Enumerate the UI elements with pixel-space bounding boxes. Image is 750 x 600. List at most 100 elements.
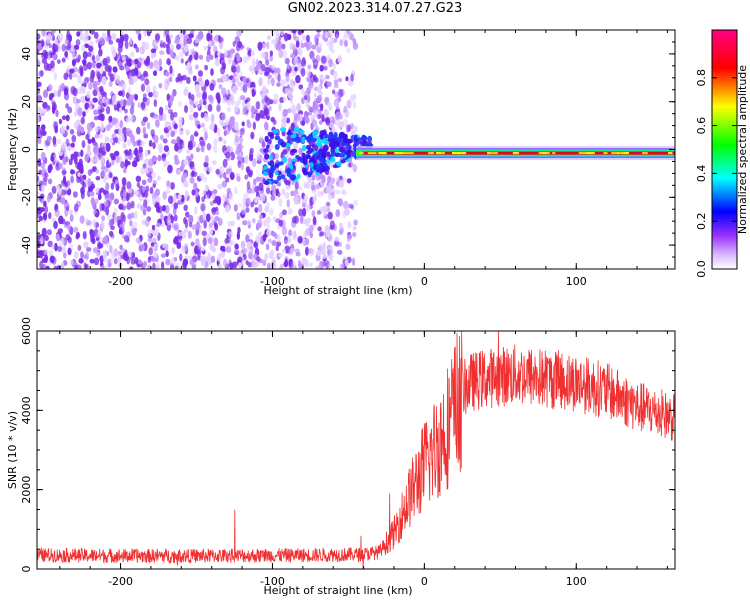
noise-speckle xyxy=(197,33,202,42)
noise-speckle xyxy=(51,105,56,115)
noise-speckle xyxy=(305,204,311,212)
noise-speckle xyxy=(171,247,175,254)
noise-speckle xyxy=(344,207,350,216)
transition-blob xyxy=(322,158,327,163)
noise-speckle xyxy=(169,48,174,58)
noise-speckle xyxy=(189,54,193,61)
noise-speckle xyxy=(283,32,289,42)
signal-fleck xyxy=(396,152,402,155)
noise-speckle xyxy=(112,66,118,73)
noise-speckle xyxy=(74,251,79,259)
noise-speckle xyxy=(96,105,102,110)
noise-speckle xyxy=(126,181,132,190)
noise-speckle xyxy=(251,112,255,119)
transition-blob xyxy=(291,148,298,154)
noise-speckle xyxy=(284,258,288,268)
noise-speckle xyxy=(173,193,177,203)
noise-speckle xyxy=(178,100,182,108)
noise-speckle xyxy=(134,147,138,157)
noise-speckle xyxy=(176,43,181,50)
noise-speckle xyxy=(335,177,341,182)
noise-speckle xyxy=(258,154,263,162)
noise-speckle xyxy=(238,262,242,269)
noise-speckle xyxy=(37,115,40,122)
noise-speckle xyxy=(79,95,86,103)
noise-speckle xyxy=(108,220,113,227)
colorbar-tick-label: 0.0 xyxy=(695,260,708,278)
noise-speckle xyxy=(191,170,195,177)
noise-speckle xyxy=(61,115,67,121)
noise-speckle xyxy=(255,235,261,244)
noise-speckle xyxy=(305,246,309,256)
noise-speckle xyxy=(210,68,214,76)
noise-speckle xyxy=(54,209,60,218)
noise-speckle xyxy=(93,145,99,155)
noise-speckle xyxy=(277,73,281,83)
noise-speckle xyxy=(231,66,237,73)
noise-speckle xyxy=(65,233,71,241)
snr-y-tick-label: 4000 xyxy=(20,396,33,424)
noise-speckle xyxy=(254,197,259,203)
noise-speckle xyxy=(37,137,42,145)
noise-speckle xyxy=(319,120,323,125)
noise-speckle xyxy=(224,49,229,57)
noise-speckle xyxy=(302,34,306,41)
noise-speckle xyxy=(204,79,210,87)
noise-speckle xyxy=(39,260,44,269)
noise-speckle xyxy=(122,126,128,136)
noise-speckle xyxy=(332,37,338,43)
signal-fleck xyxy=(668,152,673,155)
noise-speckle xyxy=(151,51,155,60)
noise-speckle xyxy=(265,186,271,195)
noise-speckle xyxy=(107,30,111,37)
noise-speckle xyxy=(202,176,208,183)
noise-speckle xyxy=(309,231,314,239)
noise-speckle xyxy=(324,97,329,106)
noise-speckle xyxy=(129,94,134,103)
spectrogram-x-tick-label: 100 xyxy=(566,275,587,288)
noise-speckle xyxy=(222,158,228,168)
noise-speckle xyxy=(236,176,241,182)
noise-speckle xyxy=(336,111,341,120)
noise-speckle xyxy=(250,201,255,208)
noise-speckle xyxy=(59,238,65,247)
noise-speckle xyxy=(117,256,122,264)
noise-speckle xyxy=(264,121,269,131)
noise-speckle xyxy=(278,212,283,221)
transition-blob xyxy=(322,146,328,152)
noise-speckle xyxy=(115,154,120,164)
noise-speckle xyxy=(178,51,184,58)
noise-speckle xyxy=(129,266,134,269)
noise-speckle xyxy=(226,106,232,113)
noise-speckle xyxy=(87,169,92,176)
noise-speckle xyxy=(42,212,48,221)
noise-speckle xyxy=(294,181,299,190)
noise-speckle xyxy=(208,221,213,228)
noise-speckle xyxy=(284,191,290,199)
noise-speckle xyxy=(144,218,150,227)
transition-blob xyxy=(269,133,275,140)
noise-speckle xyxy=(220,251,226,258)
noise-speckle xyxy=(115,183,120,192)
noise-speckle xyxy=(198,54,204,60)
noise-speckle xyxy=(254,207,259,213)
noise-speckle xyxy=(219,165,224,175)
noise-speckle xyxy=(264,174,270,180)
noise-speckle xyxy=(45,139,51,147)
transition-blob xyxy=(313,145,319,151)
noise-speckle xyxy=(255,114,261,121)
transition-blob xyxy=(280,174,286,180)
noise-speckle xyxy=(52,53,57,60)
noise-speckle xyxy=(61,218,66,225)
noise-speckle xyxy=(264,205,269,213)
noise-speckle xyxy=(153,243,159,250)
noise-speckle xyxy=(132,75,138,83)
transition-blob xyxy=(340,147,345,154)
noise-speckle xyxy=(152,237,157,244)
noise-speckle xyxy=(80,190,85,200)
noise-speckle xyxy=(52,136,57,146)
transition-blob xyxy=(291,138,297,142)
noise-speckle xyxy=(104,137,110,142)
noise-speckle xyxy=(148,140,153,147)
noise-speckle xyxy=(328,170,333,178)
